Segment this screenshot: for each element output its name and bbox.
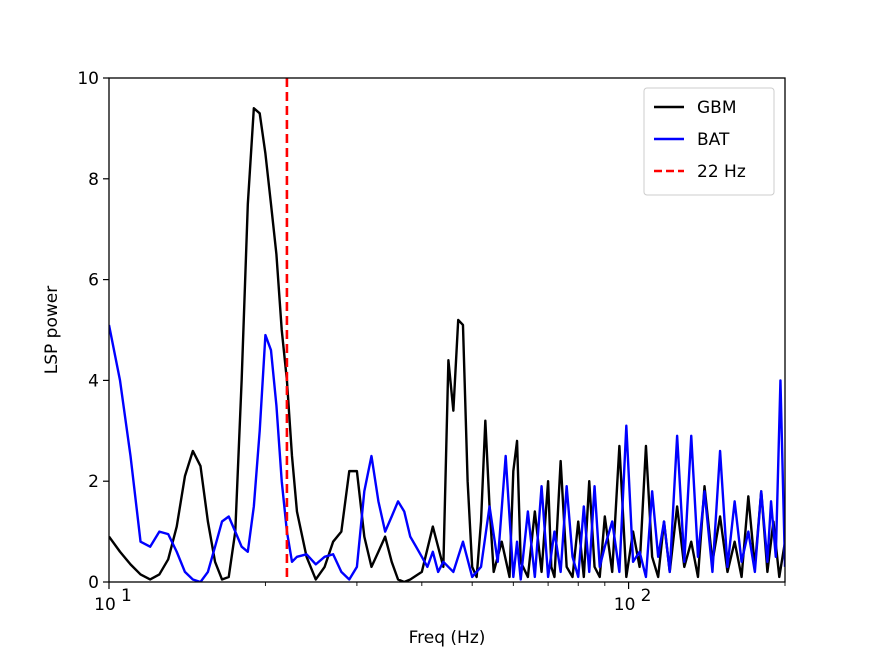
x-tick-label: 10: [614, 595, 636, 615]
y-tick-label: 2: [88, 472, 99, 492]
x-axis-label: Freq (Hz): [409, 628, 486, 648]
legend-box: [643, 87, 775, 196]
y-tick-label: 6: [88, 271, 99, 291]
y-axis-label: LSP power: [42, 286, 62, 374]
plot-frame: [108, 77, 786, 583]
x-tick-exponent: 2: [641, 586, 652, 606]
y-tick-label: 0: [88, 573, 99, 593]
legend: GBM BAT 22 Hz: [643, 87, 775, 196]
y-tick-label: 8: [88, 170, 99, 190]
y-tick-label: 4: [88, 371, 99, 391]
legend-label: 22 Hz: [697, 162, 746, 182]
legend-label: GBM: [697, 98, 737, 118]
y-tick-label: 10: [77, 69, 99, 89]
series-layer: [109, 78, 785, 582]
x-tick-label: 10: [94, 595, 116, 615]
legend-label: BAT: [697, 130, 730, 150]
x-tick-exponent: 1: [121, 586, 132, 606]
series-line-bat: [109, 324, 785, 582]
